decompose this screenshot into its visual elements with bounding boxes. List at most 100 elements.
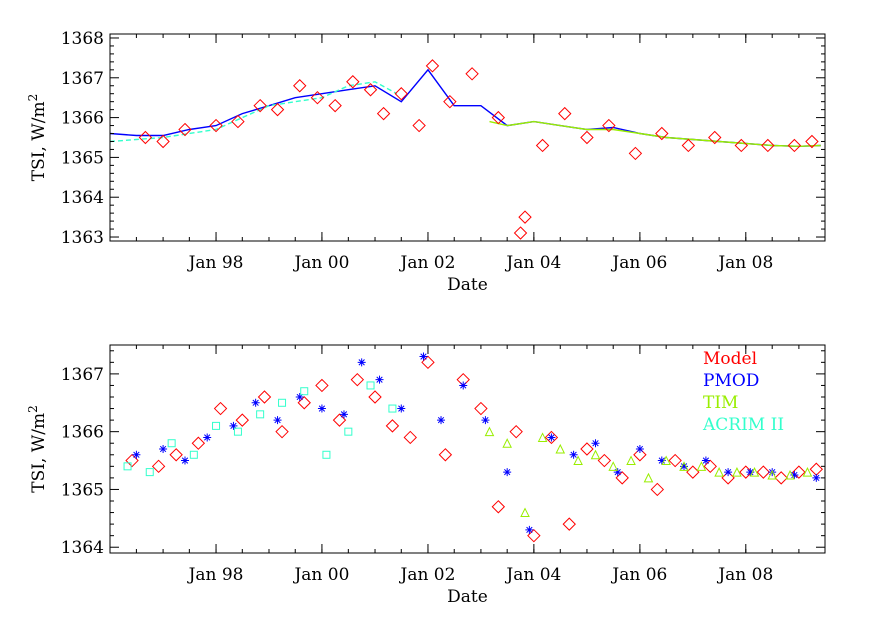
top-y-tick-label: 1364: [61, 188, 104, 208]
top-series-3-point: [412, 118, 426, 133]
bottom-model-point: [633, 448, 647, 462]
top-y-tick-label: 1367: [61, 69, 104, 89]
bottom-pmod-point: [680, 462, 689, 471]
bottom-model-point: [191, 436, 206, 450]
bottom-pmod-point: [339, 410, 348, 419]
bottom-tim-point: [696, 461, 707, 471]
bottom-acrim-ii-point: [278, 398, 287, 407]
top-series-3-point: [628, 146, 643, 161]
bottom-pmod-point: [812, 473, 821, 482]
bottom-model-point: [275, 424, 289, 439]
top-series-3-point: [363, 83, 378, 97]
bottom-pmod-point: [635, 445, 644, 453]
top-series-3-point: [443, 94, 457, 109]
bottom-x-tick-label: Jan 02: [399, 565, 456, 585]
bottom-tim-point: [643, 472, 654, 483]
top-series-3-point: [178, 122, 192, 137]
bottom-acrim-ii-point: [212, 421, 221, 430]
bottom-pmod-point: [375, 375, 384, 384]
top-series-3-point: [518, 210, 532, 224]
bottom-acrim-ii-point: [167, 439, 176, 448]
top-series-3-point: [734, 138, 749, 153]
bottom-legend-pmod: PMOD: [703, 371, 759, 391]
top-series-3-point: [535, 138, 550, 153]
bottom-tim-point: [555, 443, 566, 454]
bottom-model-point: [774, 471, 788, 485]
bottom-acrim-ii-point: [145, 468, 154, 477]
top-y-axis-label: TSI, W/m2: [26, 94, 49, 181]
bottom-legend-model: Model: [703, 349, 757, 369]
bottom-model-point: [169, 448, 183, 462]
top-series-3-point: [209, 118, 223, 133]
bottom-x-tick-label: Jan 08: [716, 565, 773, 585]
bottom-legend-acrim-ii: ACRIM II: [702, 415, 784, 435]
bottom-x-tick-label: Jan 00: [292, 565, 349, 585]
bottom-x-tick-label: Jan 04: [504, 565, 561, 585]
bottom-x-axis-label: Date: [447, 587, 488, 607]
bottom-model-point: [686, 465, 700, 479]
top-data: [110, 59, 821, 240]
top-series-3-point: [805, 134, 819, 149]
bottom-tim-point: [590, 449, 601, 460]
bottom-x-tick-label: Jan 98: [187, 565, 244, 585]
bottom-pmod-point: [159, 445, 168, 453]
top-series-3-point: [270, 102, 285, 117]
top-series-3-point: [138, 130, 153, 145]
bottom-pmod-point: [459, 381, 468, 390]
bottom-pmod-point: [419, 352, 428, 361]
bottom-tim-point: [661, 455, 671, 466]
bottom-y-axis-label: TSI, W/m2: [26, 405, 49, 492]
bottom-tim-point: [785, 469, 795, 480]
bottom-tim-point: [537, 432, 548, 442]
bottom-pmod-point: [229, 421, 238, 430]
top-series-0-line: [110, 68, 821, 148]
top-series-3-point: [328, 98, 342, 113]
bottom-tim-point: [679, 461, 689, 471]
bottom-model-point: [151, 459, 166, 474]
bottom-pmod-point: [525, 525, 534, 534]
top-series-3-point: [346, 75, 360, 89]
bottom-model-point: [213, 401, 228, 416]
top-x-tick-label: Jan 06: [610, 253, 667, 273]
bottom-tim-point: [714, 466, 724, 477]
bottom-pmod-point: [437, 416, 446, 425]
bottom-model-point: [368, 390, 382, 404]
bottom-model-point: [580, 442, 594, 456]
top-plot-frame: [109, 33, 826, 242]
bottom-acrim-ii-point: [256, 410, 265, 419]
bottom-pmod-point: [746, 468, 755, 477]
top-series-3-point: [376, 106, 391, 121]
bottom-tim-point: [802, 466, 813, 477]
bottom-tim-point: [749, 466, 760, 477]
top-series-3-point: [394, 87, 408, 101]
bottom-tim-point: [626, 455, 636, 466]
top-x-tick-label: Jan 00: [292, 253, 349, 273]
top-series-3-point: [425, 59, 440, 73]
bottom-pmod-point: [547, 433, 556, 442]
bottom-data: [123, 352, 824, 543]
top-series-3-point: [708, 130, 722, 145]
top-y-tick-label: 1365: [61, 148, 104, 168]
bottom-pmod-point: [790, 471, 799, 479]
bottom-model-point: [350, 372, 365, 387]
top-series-3-point: [156, 134, 170, 149]
bottom-acrim-ii-point: [189, 450, 198, 459]
bottom-acrim-ii-point: [123, 462, 132, 471]
bottom-model-point: [257, 390, 272, 404]
top-panel: 1363 1364 1365 1366 1367 1368 Jan 98 Jan 00 Jan …: [26, 29, 826, 295]
top-x-axis-label: Date: [447, 275, 488, 295]
bottom-pmod-point: [591, 439, 600, 448]
top-y-tick-label: 1368: [61, 29, 104, 49]
bottom-pmod-point: [180, 456, 189, 465]
top-series-3-point: [513, 226, 528, 240]
top-x-tick-label: Jan 02: [399, 253, 456, 273]
top-series-3-point: [253, 98, 267, 113]
bottom-acrim-ii-point: [366, 381, 375, 390]
top-series-3-point: [465, 67, 479, 81]
bottom-tim-point: [573, 455, 583, 466]
top-y-tick-label: 1363: [61, 228, 104, 248]
top-series-3-point: [681, 138, 696, 153]
top-series-3-point: [558, 106, 572, 121]
bottom-pmod-point: [132, 450, 141, 459]
